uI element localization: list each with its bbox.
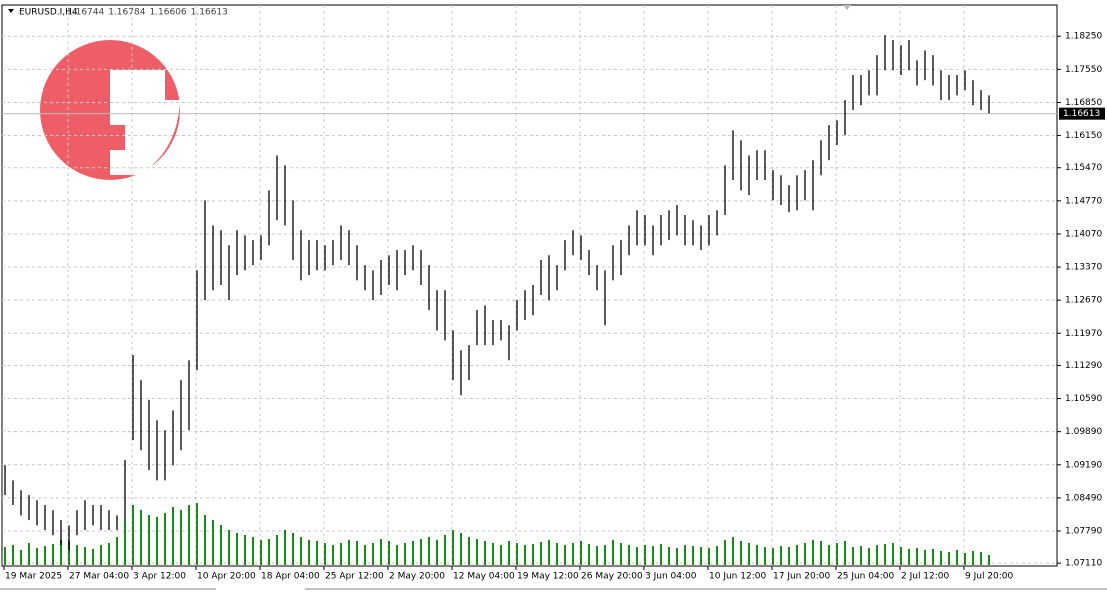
y-tick-label: 1.14070 — [1065, 229, 1102, 239]
x-tick-label: 19 Mar 2025 — [5, 572, 62, 582]
y-tick-label: 1.07110 — [1065, 559, 1102, 569]
y-tick-label: 1.09890 — [1065, 427, 1102, 437]
x-tick-label: 25 Jun 04:00 — [837, 572, 894, 582]
logo-g — [110, 100, 180, 175]
y-tick-label: 1.16150 — [1065, 131, 1102, 141]
x-tick-label: 27 Mar 04:00 — [69, 572, 129, 582]
y-tick-label: 1.07790 — [1065, 526, 1102, 536]
quote-value: 1.16606 — [149, 8, 186, 18]
y-tick-label: 1.17550 — [1065, 65, 1102, 75]
quote-value: 1.16784 — [108, 8, 145, 18]
quote-value: 1.16744 — [67, 8, 104, 18]
x-tick-label: 9 Jul 20:00 — [965, 572, 1014, 582]
last-price-label: 1.16613 — [1063, 109, 1100, 119]
y-tick-label: 1.10590 — [1065, 394, 1102, 404]
x-tick-label: 10 Apr 20:00 — [197, 572, 256, 582]
y-tick-label: 1.14770 — [1065, 196, 1102, 206]
x-tick-label: 26 May 20:00 — [581, 572, 643, 582]
x-tick-label: 17 Jun 20:00 — [773, 572, 830, 582]
x-tick-label: 3 Jun 04:00 — [645, 572, 697, 582]
x-tick-label: 2 May 20:00 — [389, 572, 445, 582]
quote: 1.16744 1.16784 1.16606 1.16613 — [67, 8, 228, 18]
x-tick-label: 3 Apr 12:00 — [133, 572, 186, 582]
x-tick-label: 18 Apr 04:00 — [261, 572, 320, 582]
y-tick-label: 1.11290 — [1065, 361, 1102, 371]
y-tick-label: 1.12670 — [1065, 296, 1102, 306]
y-tick-label: 1.18250 — [1065, 32, 1102, 42]
symbol-arrow — [8, 9, 14, 13]
x-tick-label: 10 Jun 12:00 — [709, 572, 766, 582]
quote-value: 1.16613 — [191, 8, 228, 18]
y-tick-label: 1.11970 — [1065, 329, 1102, 339]
y-tick-label: 1.15470 — [1065, 163, 1102, 173]
last-price-box — [1059, 107, 1105, 120]
y-tick-label: 1.16850 — [1065, 98, 1102, 108]
x-tick-label: 2 Jul 12:00 — [901, 572, 950, 582]
x-tick-label: 19 May 12:00 — [517, 572, 579, 582]
x-tick-label: 12 May 04:00 — [453, 572, 515, 582]
shift-marker — [843, 5, 851, 10]
y-tick-label: 1.08490 — [1065, 493, 1102, 503]
x-tick-label: 25 Apr 12:00 — [325, 572, 384, 582]
y-tick-label: 1.09190 — [1065, 460, 1102, 470]
y-tick-label: 1.13370 — [1065, 263, 1102, 273]
symbol: EURUSD.I,H4 — [19, 8, 78, 18]
logo — [40, 40, 180, 180]
